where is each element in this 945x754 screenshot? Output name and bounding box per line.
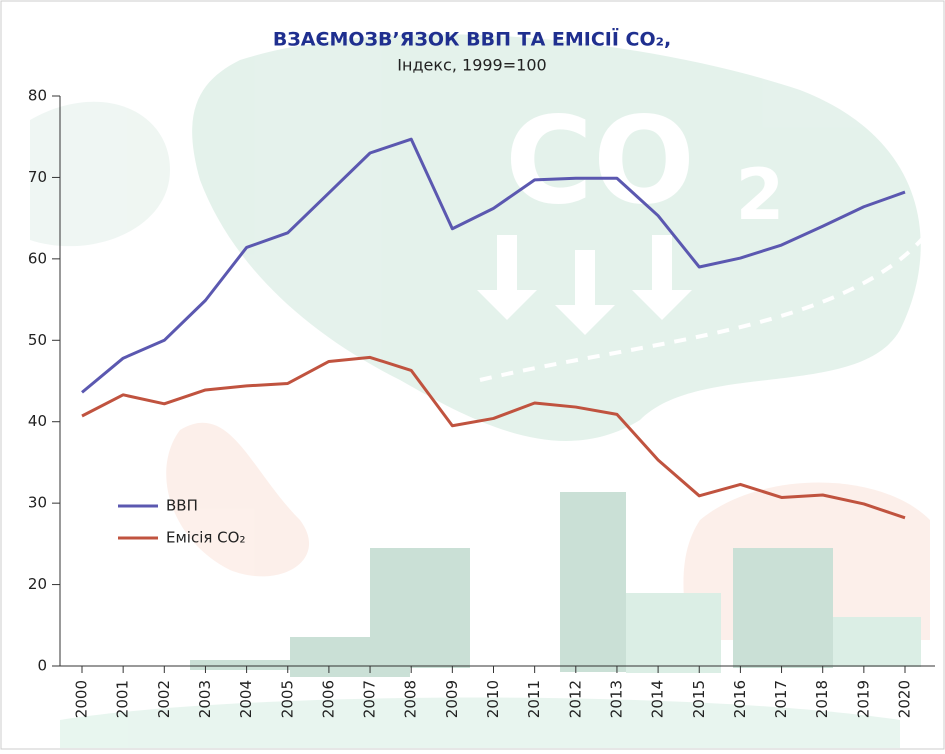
x-tick-label: 2009 [443, 680, 461, 718]
x-tick-label: 2008 [402, 680, 420, 718]
x-tick-label: 2010 [484, 680, 502, 718]
x-tick-label: 2020 [896, 680, 914, 718]
x-tick-label: 2004 [237, 680, 255, 718]
y-tick-label: 60 [28, 249, 47, 267]
y-tick-label: 30 [28, 494, 47, 512]
x-tick-label: 2018 [813, 680, 831, 718]
y-tick-label: 50 [28, 331, 47, 349]
x-tick-label: 2014 [649, 680, 667, 718]
y-tick-label: 80 [28, 87, 47, 105]
y-tick-label: 0 [37, 657, 47, 675]
x-tick-label: 2016 [731, 680, 749, 718]
x-tick-label: 2007 [361, 680, 379, 718]
x-tick-label: 2002 [155, 680, 173, 718]
x-tick-label: 2006 [319, 680, 337, 718]
x-tick-label: 2013 [607, 680, 625, 718]
svg-text:2: 2 [736, 154, 785, 236]
x-tick-label: 2003 [196, 680, 214, 718]
svg-text:CO: CO [505, 93, 695, 232]
x-tick-label: 2001 [114, 680, 132, 718]
x-tick-label: 2019 [854, 680, 872, 718]
x-tick-label: 2012 [566, 680, 584, 718]
legend-label: Емісія CO₂ [166, 529, 245, 547]
x-tick-label: 2011 [525, 680, 543, 718]
legend-label: ВВП [166, 497, 198, 515]
chart: CO 2 ВЗАЄМОЗВ’ЯЗОК ВВП ТА ЕМІСІЇ CO₂, Ін… [0, 0, 945, 750]
y-tick-label: 70 [28, 168, 47, 186]
x-tick-label: 2015 [690, 680, 708, 718]
chart-title: ВЗАЄМОЗВ’ЯЗОК ВВП ТА ЕМІСІЇ CO₂, [273, 27, 671, 51]
y-tick-label: 40 [28, 412, 47, 430]
chart-subtitle: Індекс, 1999=100 [397, 56, 546, 75]
x-tick-label: 2017 [772, 680, 790, 718]
y-tick-label: 20 [28, 575, 47, 593]
x-tick-label: 2000 [73, 680, 91, 718]
x-tick-label: 2005 [278, 680, 296, 718]
